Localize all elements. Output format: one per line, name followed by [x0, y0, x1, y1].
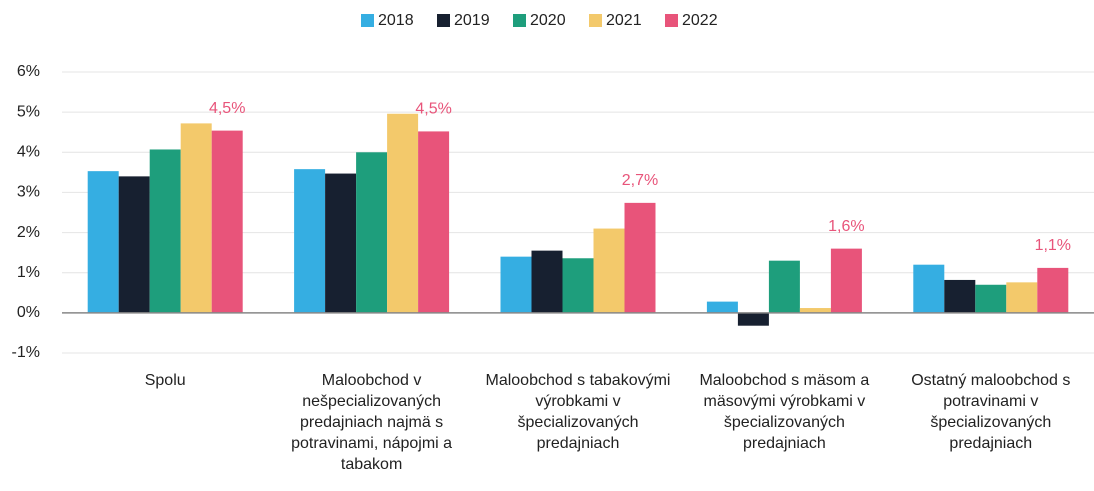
bar: [325, 173, 357, 313]
bar: [562, 258, 594, 313]
y-tick-label: -1%: [12, 344, 40, 361]
bar: [87, 171, 119, 313]
bar: [118, 176, 150, 313]
legend-label: 2020: [530, 12, 566, 29]
x-tick-label: Maloobchod s mäsom a mäsovými výrobkami …: [699, 372, 870, 452]
bar: [768, 260, 800, 313]
legend-label: 2018: [378, 12, 414, 29]
y-tick-label: 1%: [17, 264, 40, 281]
bar: [1006, 282, 1038, 313]
bar: [830, 248, 862, 313]
y-tick-label: 3%: [17, 184, 40, 201]
x-tick-label: Spolu: [144, 372, 186, 389]
bar: [706, 301, 738, 313]
value-label: 1,1%: [1035, 237, 1071, 254]
bar: [418, 131, 450, 313]
legend-swatch: [437, 14, 450, 27]
bar: [737, 312, 769, 326]
bar: [211, 130, 243, 313]
bar: [356, 152, 388, 313]
bar: [624, 202, 656, 313]
x-tick-label: Maloobchod v nešpecializovaných predajni…: [291, 372, 453, 473]
value-label: 2,7%: [622, 172, 658, 189]
y-tick-label: 0%: [17, 304, 40, 321]
bar: [1037, 267, 1069, 313]
bar: [531, 250, 563, 313]
bar: [387, 113, 419, 313]
bar: [500, 256, 532, 313]
bar: [944, 279, 976, 313]
y-tick-label: 4%: [17, 144, 40, 161]
y-tick-label: 2%: [17, 224, 40, 241]
value-label: 4,5%: [415, 101, 451, 118]
legend-label: 2021: [606, 12, 642, 29]
y-tick-label: 5%: [17, 103, 40, 120]
bar: [913, 264, 945, 313]
bar: [149, 149, 181, 313]
y-tick-label: 6%: [17, 63, 40, 80]
value-label: 1,6%: [828, 218, 864, 235]
legend-swatch: [361, 14, 374, 27]
legend-label: 2019: [454, 12, 490, 29]
bar: [593, 228, 625, 313]
legend-label: 2022: [682, 12, 718, 29]
bar: [799, 308, 831, 313]
value-label: 4,5%: [209, 100, 245, 117]
legend-swatch: [665, 14, 678, 27]
x-tick-label: Maloobchod s tabakovými výrobkami v špec…: [485, 372, 671, 452]
x-tick-label: Ostatný maloobchod s potravinami v špeci…: [911, 372, 1071, 452]
legend-swatch: [513, 14, 526, 27]
legend-swatch: [589, 14, 602, 27]
bar: [180, 123, 212, 313]
bar: [975, 284, 1007, 313]
bar: [294, 169, 326, 313]
